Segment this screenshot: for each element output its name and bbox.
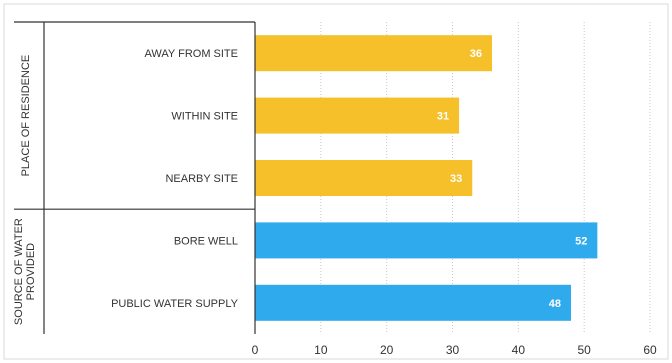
x-tick-label-20: 20 <box>380 343 394 357</box>
bar-away-from-site <box>255 35 492 72</box>
bar-value-bore-well: 52 <box>575 235 587 247</box>
x-tick-label-60: 60 <box>643 343 657 357</box>
bar-within-site <box>255 97 460 134</box>
category-table <box>14 21 256 334</box>
category-labels: AWAY FROM SITE WITHIN SITE NEARBY SITE BORE… <box>111 48 239 310</box>
category-label-away-from-site: AWAY FROM SITE <box>144 48 238 60</box>
bars: 36 31 33 52 48 <box>255 35 598 321</box>
bar-public-water-supply <box>255 284 571 321</box>
bar-value-away-from-site: 36 <box>470 48 482 60</box>
bar-bore-well <box>255 222 598 259</box>
group-label-place-of-residence: PLACE OF RESIDENCE <box>20 55 32 177</box>
x-tick-label-40: 40 <box>512 343 526 357</box>
group-label-source-of-water-provided: SOURCE OF WATERPROVIDED <box>13 218 37 325</box>
x-tick-label-0: 0 <box>252 343 259 357</box>
category-label-nearby-site: NEARBY SITE <box>165 173 238 185</box>
bar-value-public-water-supply: 48 <box>549 298 561 310</box>
category-label-public-water-supply: PUBLIC WATER SUPPLY <box>111 298 239 310</box>
group-labels: PLACE OF RESIDENCE SOURCE OF WATERPROVIDE… <box>13 55 37 325</box>
bar-value-nearby-site: 33 <box>450 173 462 185</box>
bar-value-within-site: 31 <box>437 111 449 123</box>
x-axis-ticks: 0 10 20 30 40 50 60 <box>252 343 657 357</box>
category-label-within-site: WITHIN SITE <box>171 111 238 123</box>
x-tick-label-10: 10 <box>314 343 328 357</box>
x-tick-label-50: 50 <box>577 343 591 357</box>
bar-nearby-site <box>255 160 473 196</box>
category-label-bore-well: BORE WELL <box>174 235 238 247</box>
x-tick-label-30: 30 <box>446 343 460 357</box>
